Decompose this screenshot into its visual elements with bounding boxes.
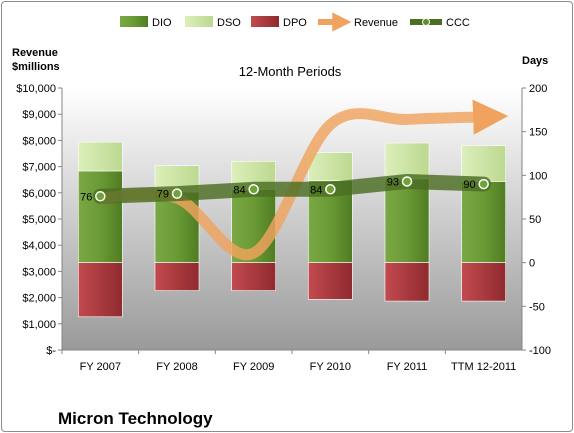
dio-bar — [461, 181, 506, 263]
ccc-line — [92, 173, 492, 204]
legend-swatch-dio — [120, 16, 148, 27]
legend-label-dso: DSO — [217, 17, 241, 29]
ccc-point — [401, 176, 413, 187]
ccc-point — [325, 184, 336, 195]
left-tick-label: $1,000 — [22, 319, 56, 331]
ccc-point — [478, 178, 489, 190]
ccc-layer: 76 79 84 84 93 90 — [80, 173, 492, 204]
dso-bar — [461, 145, 506, 182]
ccc-value-label: 84 — [310, 184, 322, 196]
legend-swatch-dpo — [251, 16, 279, 27]
ccc-value-label: 90 — [463, 179, 475, 191]
left-tick-label: $5,000 — [22, 214, 56, 226]
x-tick-label: FY 2009 — [233, 361, 274, 373]
left-tick-label: $6,000 — [22, 188, 56, 200]
right-tick-label: 50 — [529, 214, 541, 226]
left-tick-label: $2,000 — [22, 293, 56, 305]
legend-marker-ccc — [422, 18, 430, 26]
right-tick-label: -100 — [529, 345, 551, 357]
ccc-value-label: 76 — [80, 191, 92, 203]
x-tick-label: TTM 12-2011 — [451, 361, 516, 373]
left-axis-title-line2: $millions — [12, 61, 60, 73]
left-tick-label: $8,000 — [22, 135, 56, 147]
dso-bar — [308, 152, 353, 181]
company-name: Micron Technology — [58, 409, 213, 428]
x-tick-label: FY 2007 — [80, 361, 121, 373]
left-tick-label: $4,000 — [22, 240, 56, 252]
dio-bar — [78, 170, 123, 263]
right-tick-label: 100 — [529, 170, 547, 182]
dio-bar — [384, 178, 430, 263]
ccc-point — [171, 188, 183, 199]
legend-swatch-dso — [185, 16, 213, 27]
left-tick-label: $10,000 — [16, 83, 56, 95]
dpo-bar — [231, 262, 276, 291]
legend-label-ccc: CCC — [446, 17, 470, 29]
right-tick-label: 200 — [529, 83, 547, 95]
x-tick-label: FY 2011 — [387, 361, 428, 373]
x-tick-label: FY 2010 — [310, 361, 351, 373]
dso-bar — [78, 141, 123, 172]
plot-area — [62, 88, 522, 350]
dpo-bar — [78, 262, 123, 318]
legend-label-dio: DIO — [152, 17, 172, 29]
legend: DIO DSO DPO Revenue CCC — [120, 12, 470, 32]
ccc-point — [248, 184, 259, 195]
chart-title: 12-Month Periods — [239, 64, 342, 79]
legend-label-revenue: Revenue — [354, 17, 398, 29]
tick-layer: $10,000 $9,000 $8,000 $7,000 $6,000 $5,000 $4,… — [16, 83, 551, 373]
left-tick-label: $- — [46, 345, 56, 357]
right-tick-label: -50 — [529, 301, 545, 313]
bar-layer — [78, 141, 506, 318]
right-axis-title: Days — [522, 55, 548, 67]
left-tick-label: $7,000 — [22, 162, 56, 174]
legend-label-dpo: DPO — [283, 17, 307, 29]
ccc-value-label: 84 — [233, 184, 245, 196]
left-axis-title-line1: Revenue — [12, 47, 58, 59]
ccc-point — [95, 191, 106, 202]
dpo-bar — [308, 262, 353, 300]
ccc-value-label: 93 — [387, 176, 399, 188]
left-tick-label: $9,000 — [22, 109, 56, 121]
dpo-bar — [384, 262, 430, 302]
dso-bar — [384, 142, 430, 180]
dpo-bar — [461, 262, 506, 302]
right-tick-label: 150 — [529, 127, 547, 139]
ccc-value-label: 79 — [157, 189, 169, 201]
x-tick-label: FY 2008 — [156, 361, 197, 373]
left-tick-label: $3,000 — [22, 266, 56, 278]
right-tick-label: 0 — [529, 258, 535, 270]
dpo-bar — [154, 262, 200, 291]
